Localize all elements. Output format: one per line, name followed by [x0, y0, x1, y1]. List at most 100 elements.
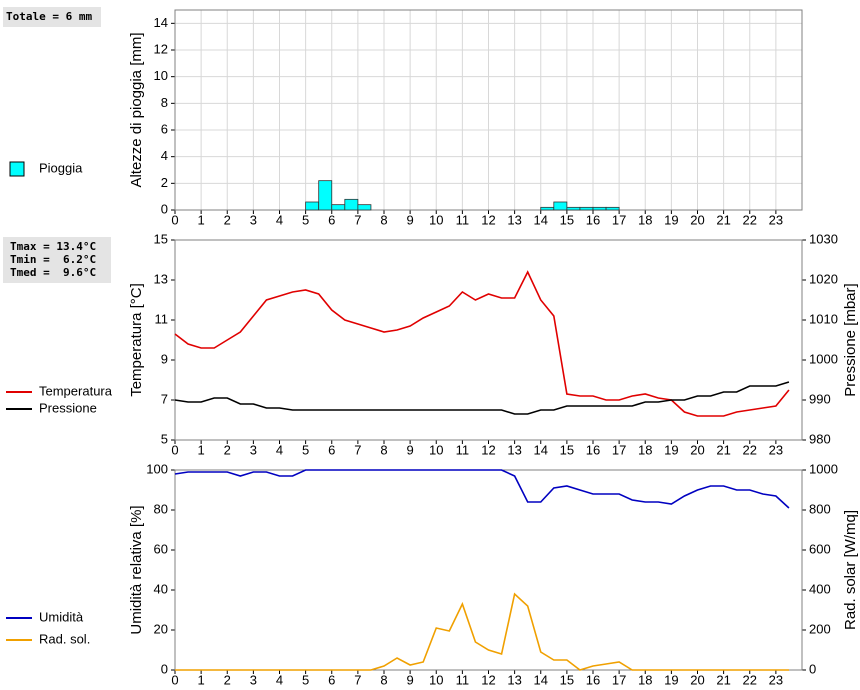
x-tick-label: 19 [664, 212, 678, 227]
x-tick-label: 19 [664, 442, 678, 457]
x-tick-label: 6 [328, 672, 335, 687]
x-tick-label: 23 [769, 672, 783, 687]
annotation: Tmed = 9.6°C [10, 266, 96, 279]
x-tick-label: 1 [198, 442, 205, 457]
series-line [174, 270, 790, 417]
x-tick-label: 22 [743, 442, 757, 457]
y-tick-label: 5 [161, 431, 168, 446]
x-tick-label: 15 [560, 672, 574, 687]
bar [357, 204, 372, 211]
y2-tick-label: 600 [809, 541, 831, 556]
x-tick-label: 1 [198, 672, 205, 687]
x-tick-label: 23 [769, 442, 783, 457]
x-tick-label: 22 [743, 212, 757, 227]
bar [318, 180, 333, 211]
x-tick-label: 13 [507, 672, 521, 687]
x-tick-label: 21 [716, 672, 730, 687]
x-tick-label: 4 [276, 672, 283, 687]
y-tick-label: 20 [154, 621, 168, 636]
x-tick-label: 10 [429, 442, 443, 457]
x-tick-label: 20 [690, 212, 704, 227]
series-line [174, 469, 790, 509]
x-tick-label: 0 [171, 672, 178, 687]
y-axis-label: Temperatura [°C] [128, 283, 145, 397]
y-tick-label: 8 [161, 95, 168, 110]
x-tick-label: 11 [456, 672, 470, 687]
y2-tick-label: 1030 [809, 231, 838, 246]
x-tick-label: 16 [586, 672, 600, 687]
x-tick-label: 8 [380, 442, 387, 457]
y-tick-label: 0 [161, 201, 168, 216]
x-tick-label: 2 [224, 212, 231, 227]
y-tick-label: 7 [161, 391, 168, 406]
x-tick-label: 0 [171, 442, 178, 457]
plot-frame [174, 239, 803, 441]
legend-label: Rad. sol. [39, 631, 90, 646]
x-tick-label: 11 [456, 442, 470, 457]
x-tick-label: 9 [407, 442, 414, 457]
y-tick-label: 15 [154, 231, 168, 246]
bar [566, 206, 581, 211]
x-tick-label: 14 [534, 212, 548, 227]
y-tick-label: 11 [155, 311, 169, 326]
bar [344, 198, 359, 211]
x-tick-label: 22 [743, 672, 757, 687]
x-tick-label: 21 [716, 442, 730, 457]
x-tick-label: 15 [560, 442, 574, 457]
legend-label: Pressione [39, 400, 97, 415]
plot-area [175, 240, 802, 440]
y2-tick-label: 200 [809, 621, 831, 636]
x-tick-label: 13 [507, 442, 521, 457]
x-tick-label: 5 [302, 672, 309, 687]
plot-area [175, 470, 802, 670]
y-tick-label: 80 [154, 501, 168, 516]
x-tick-label: 19 [664, 672, 678, 687]
annotation: Tmax = 13.4°C [10, 240, 96, 253]
x-tick-label: 9 [407, 672, 414, 687]
x-tick-label: 12 [481, 212, 495, 227]
bar [540, 206, 555, 211]
y2-tick-label: 990 [809, 391, 831, 406]
x-tick-label: 10 [429, 672, 443, 687]
y-tick-label: 10 [154, 68, 168, 83]
x-tick-label: 18 [638, 442, 652, 457]
bar [553, 201, 568, 211]
bar [331, 204, 346, 211]
y-tick-label: 2 [161, 175, 168, 190]
x-tick-label: 12 [481, 442, 495, 457]
x-tick-label: 3 [250, 672, 257, 687]
x-tick-label: 16 [586, 212, 600, 227]
legend-label: Temperatura [39, 383, 113, 398]
plot-frame [174, 9, 803, 211]
x-tick-label: 13 [507, 212, 521, 227]
x-tick-label: 7 [354, 442, 361, 457]
x-tick-label: 15 [560, 212, 574, 227]
bar [605, 206, 620, 211]
x-tick-label: 20 [690, 442, 704, 457]
y2-tick-label: 1020 [809, 271, 838, 286]
x-tick-label: 10 [429, 212, 443, 227]
y-tick-label: 14 [154, 15, 168, 30]
bar [592, 206, 607, 211]
x-tick-label: 20 [690, 672, 704, 687]
y-tick-label: 60 [154, 541, 168, 556]
y2-tick-label: 400 [809, 581, 831, 596]
x-tick-label: 11 [456, 212, 470, 227]
annotation-box [3, 7, 101, 27]
y-tick-label: 40 [154, 581, 168, 596]
x-tick-label: 16 [586, 442, 600, 457]
x-tick-label: 14 [534, 442, 548, 457]
x-tick-label: 17 [612, 212, 626, 227]
y-tick-label: 9 [161, 351, 168, 366]
x-tick-label: 7 [354, 672, 361, 687]
annotation-box [3, 237, 111, 283]
y2-axis-label: Rad. solar [W/mq] [842, 510, 859, 630]
y-tick-label: 13 [154, 271, 168, 286]
y-axis-label: Altezze di pioggia [mm] [128, 32, 145, 187]
x-tick-label: 1 [198, 212, 205, 227]
y2-tick-label: 1010 [809, 311, 838, 326]
x-tick-label: 2 [224, 442, 231, 457]
x-tick-label: 8 [380, 672, 387, 687]
y2-tick-label: 980 [809, 431, 831, 446]
